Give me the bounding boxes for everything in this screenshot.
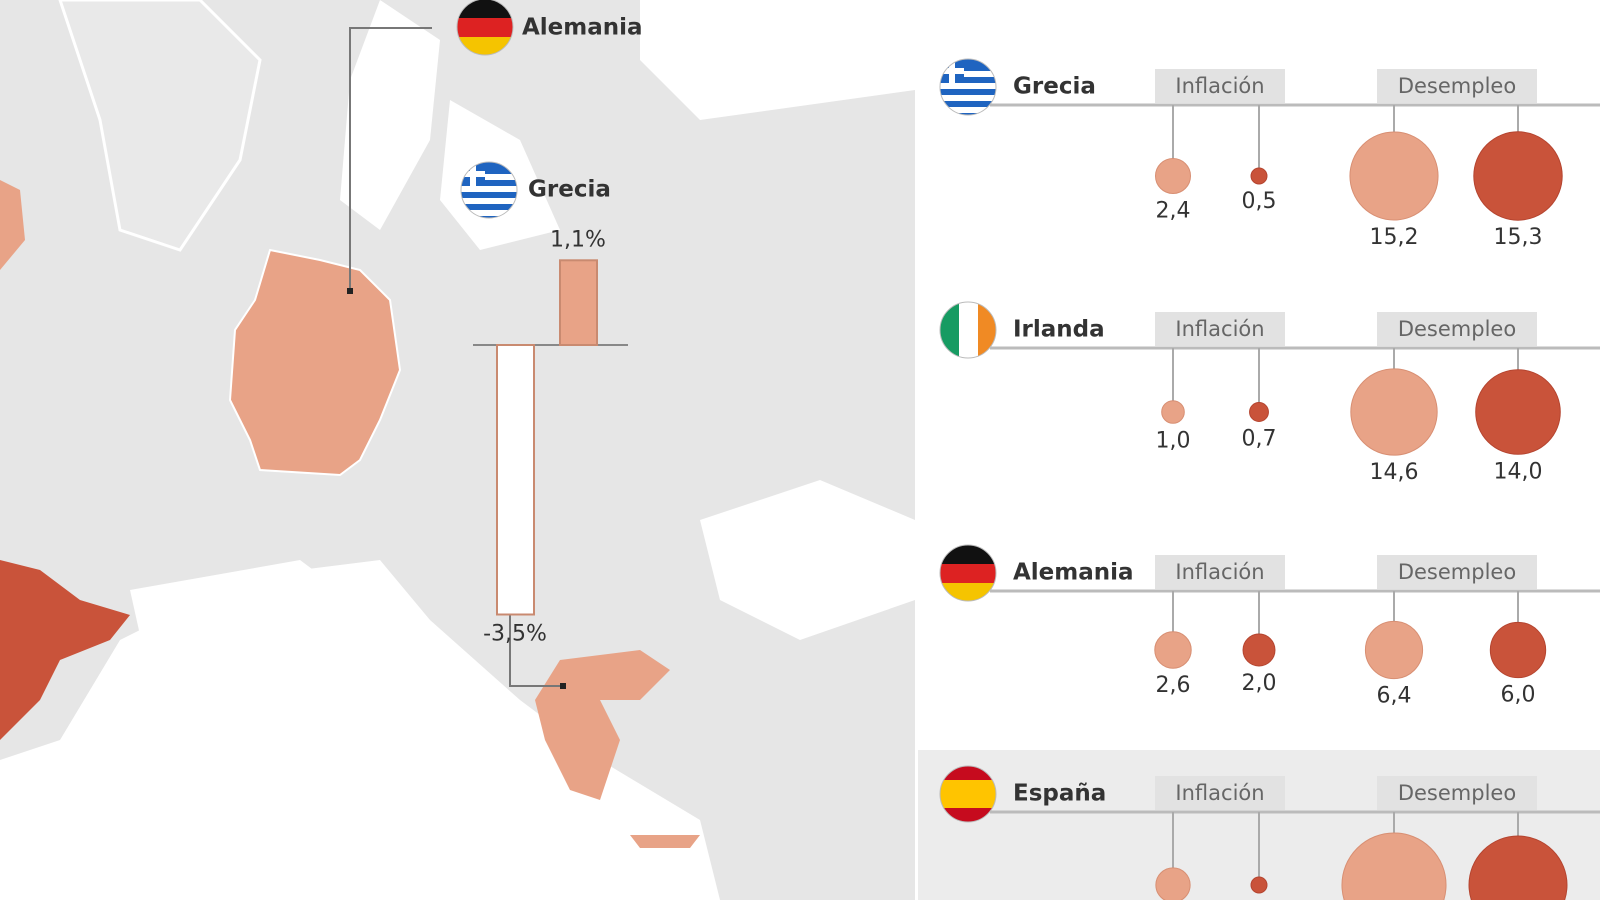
value-label: 14,6 <box>1370 460 1419 485</box>
bubble <box>1489 621 1547 679</box>
value-label: 1,0 <box>1156 428 1191 453</box>
bubble <box>1155 867 1191 900</box>
bubble <box>1349 131 1439 221</box>
bubble <box>1468 835 1568 900</box>
header-box <box>1377 69 1537 103</box>
bar <box>559 259 598 346</box>
map-label: Grecia <box>528 177 611 203</box>
bubble <box>1250 876 1268 894</box>
bubble <box>1249 402 1269 422</box>
flag <box>940 302 997 358</box>
germany <box>228 248 402 477</box>
connector <box>509 612 563 687</box>
header: Desempleo <box>1398 560 1516 584</box>
value-label: 6,0 <box>1501 683 1536 708</box>
bubble <box>1250 167 1268 185</box>
bubble <box>1473 131 1563 221</box>
header-box <box>1155 69 1285 103</box>
header: Inflación <box>1175 781 1264 805</box>
bar <box>496 344 535 616</box>
bar-label: 1,1% <box>550 227 606 252</box>
value-label: 6,4 <box>1377 684 1412 709</box>
value-label: 15,3 <box>1494 225 1543 250</box>
greece <box>535 650 670 800</box>
header: Inflación <box>1175 317 1264 341</box>
sea <box>130 560 380 720</box>
header: Inflación <box>1175 560 1264 584</box>
bubble <box>1242 633 1276 667</box>
country-name: Grecia <box>1013 74 1096 100</box>
land <box>0 0 915 900</box>
header-box <box>1377 776 1537 810</box>
bar-label: -3,5% <box>483 622 547 647</box>
flag <box>457 0 513 56</box>
connector <box>349 27 432 290</box>
bubble <box>1154 631 1192 669</box>
header-box <box>1155 555 1285 589</box>
sea <box>340 0 440 230</box>
flag <box>940 59 996 115</box>
bubble <box>1475 369 1561 455</box>
value-label: 2,6 <box>1156 673 1191 698</box>
ireland <box>0 180 25 270</box>
header-box <box>1377 312 1537 346</box>
header: Desempleo <box>1398 781 1516 805</box>
header-box <box>1155 312 1285 346</box>
value-label: 2,4 <box>1156 199 1191 224</box>
header-box <box>1377 555 1537 589</box>
bubble <box>1161 400 1185 424</box>
flag <box>940 766 996 822</box>
header: Desempleo <box>1398 74 1516 98</box>
country-name: Alemania <box>1013 560 1134 586</box>
marker <box>560 683 566 689</box>
header: Desempleo <box>1398 317 1516 341</box>
value-label: 15,2 <box>1370 225 1419 250</box>
value-label: 0,7 <box>1242 426 1277 451</box>
header-box <box>1155 776 1285 810</box>
country-name: Irlanda <box>1013 317 1105 343</box>
bubble <box>1154 157 1192 195</box>
flag <box>461 162 517 218</box>
bubble <box>1364 620 1424 680</box>
bubble <box>1341 832 1447 900</box>
land <box>58 0 262 252</box>
spain <box>0 560 130 740</box>
value-label: 0,5 <box>1242 189 1277 214</box>
sea <box>700 480 915 640</box>
marker <box>347 288 353 294</box>
flag <box>940 545 996 602</box>
value-label: 2,0 <box>1242 671 1277 696</box>
header: Inflación <box>1175 74 1264 98</box>
value-label: 14,0 <box>1494 459 1543 484</box>
map: Alemania Grecia <box>0 0 915 900</box>
map-label: Alemania <box>522 15 643 41</box>
country-name: España <box>1013 781 1106 807</box>
crete <box>630 835 700 848</box>
bubble <box>1350 368 1438 456</box>
